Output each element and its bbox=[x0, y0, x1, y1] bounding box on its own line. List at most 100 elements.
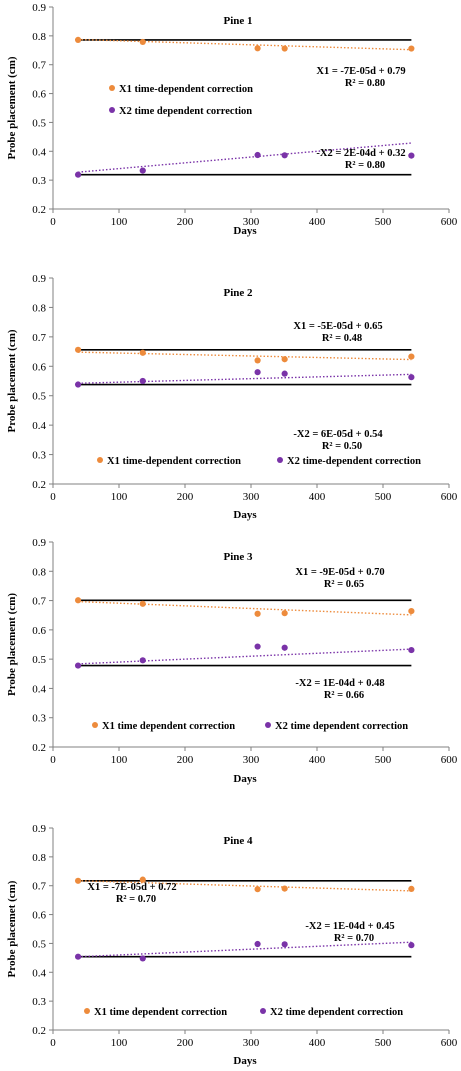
y-tick-label: 0.4 bbox=[32, 967, 46, 979]
chart-title: Pine 4 bbox=[223, 835, 253, 847]
y-tick-label: 0.8 bbox=[32, 566, 46, 578]
data-point-x1 bbox=[139, 38, 146, 46]
data-point-x1 bbox=[408, 353, 415, 360]
data-point-x2 bbox=[139, 657, 146, 664]
data-point-x2 bbox=[408, 374, 415, 381]
legend-label-x2: X2 time-dependent correction bbox=[287, 456, 421, 467]
data-point-x2 bbox=[254, 151, 261, 159]
trend-equation-x2: -X2 = 2E-04d + 0.32 bbox=[316, 148, 405, 159]
y-tick-label: 0.5 bbox=[32, 117, 46, 129]
data-point-x1 bbox=[281, 885, 288, 892]
data-point-x1 bbox=[254, 886, 261, 893]
data-point-x2 bbox=[408, 942, 415, 949]
trendline-x1 bbox=[78, 600, 412, 616]
data-point-x1 bbox=[281, 356, 288, 363]
trend-r2-x2: R² = 0.80 bbox=[345, 160, 385, 171]
data-point-x2 bbox=[139, 167, 146, 174]
x-tick-label: 600 bbox=[441, 491, 458, 503]
data-point-x1 bbox=[74, 36, 82, 43]
data-point-x2 bbox=[74, 381, 82, 388]
y-tick-label: 0.6 bbox=[32, 910, 46, 922]
y-axis-title: Probe placemet (cm) bbox=[6, 880, 18, 977]
y-tick-label: 0.9 bbox=[32, 273, 46, 285]
x-tick-label: 600 bbox=[441, 1037, 458, 1049]
x-tick-label: 0 bbox=[50, 754, 56, 766]
data-point-x1 bbox=[139, 876, 146, 883]
data-point-x2 bbox=[74, 953, 82, 960]
y-tick-label: 0.2 bbox=[32, 742, 46, 754]
trend-equation-x2: -X2 = 6E-05d + 0.54 bbox=[293, 429, 383, 440]
chart-pine-1: 0.2 0.3 0.4 0.5 0.6 0.7 0.8 0.9 0 100 200 300 400 500… bbox=[0, 0, 461, 268]
trendline-x2 bbox=[78, 941, 412, 958]
data-point-x2 bbox=[408, 646, 415, 654]
trend-r2-x1: R² = 0.70 bbox=[116, 894, 156, 905]
chart-pine-2: 0.2 0.3 0.4 0.5 0.6 0.7 0.8 0.9 0 100 200 300 400 500… bbox=[0, 268, 461, 536]
y-tick-label: 0.4 bbox=[32, 146, 46, 158]
y-axis-title: Probe placement (cm) bbox=[6, 593, 18, 696]
chart-title: Pine 1 bbox=[223, 15, 252, 27]
trendline-x1 bbox=[78, 880, 412, 892]
y-tick-label: 0.3 bbox=[32, 450, 46, 462]
data-point-x1 bbox=[408, 608, 415, 615]
x-tick-label: 500 bbox=[375, 754, 392, 766]
data-point-x1 bbox=[254, 610, 261, 617]
legend-marker-x1 bbox=[109, 85, 115, 91]
chart-pine-2-svg: 0.2 0.3 0.4 0.5 0.6 0.7 0.8 0.9 0 100 200 300 400 500… bbox=[6, 273, 458, 521]
x-tick-label: 100 bbox=[111, 1037, 128, 1049]
chart-pine-3: 0.2 0.3 0.4 0.5 0.6 0.7 0.8 0.9 0 100 200 300 400 500… bbox=[0, 536, 461, 804]
chart-pine-1-svg: 0.2 0.3 0.4 0.5 0.6 0.7 0.8 0.9 0 100 200 300 400 500… bbox=[6, 2, 458, 237]
x-tick-label: 600 bbox=[441, 754, 458, 766]
legend-label-x2: X2 time dependent correction bbox=[270, 1007, 403, 1018]
legend-marker-x1 bbox=[97, 457, 103, 463]
trend-r2-x2: R² = 0.70 bbox=[334, 933, 374, 944]
trend-equation-x1: X1 = -7E-05d + 0.72 bbox=[87, 882, 176, 893]
data-point-x2 bbox=[139, 955, 146, 962]
x-tick-label: 200 bbox=[177, 216, 194, 228]
y-tick-label: 0.9 bbox=[32, 823, 46, 835]
trendline-x2 bbox=[78, 648, 412, 665]
x-axis-title: Days bbox=[233, 1055, 257, 1067]
y-tick-label: 0.3 bbox=[32, 996, 46, 1008]
y-tick-label: 0.3 bbox=[32, 713, 46, 725]
y-tick-label: 0.9 bbox=[32, 2, 46, 14]
trend-r2-x2: R² = 0.66 bbox=[324, 690, 364, 701]
data-point-x1 bbox=[74, 597, 82, 604]
legend-marker-x1 bbox=[84, 1008, 90, 1014]
legend-label-x1: X1 time-dependent correction bbox=[107, 456, 241, 467]
trendline-x2 bbox=[78, 373, 412, 384]
y-tick-label: 0.5 bbox=[32, 938, 46, 950]
data-point-x1 bbox=[281, 610, 288, 617]
legend-marker-x2 bbox=[265, 722, 271, 728]
x-tick-label: 400 bbox=[309, 491, 326, 503]
y-tick-label: 0.8 bbox=[32, 302, 46, 314]
data-point-x2 bbox=[139, 377, 146, 385]
trend-equation-x1: X1 = -9E-05d + 0.70 bbox=[295, 567, 384, 578]
trend-r2-x1: R² = 0.48 bbox=[322, 333, 362, 344]
y-axis-title: Probe placement (cm) bbox=[6, 329, 18, 432]
x-tick-label: 0 bbox=[50, 491, 56, 503]
x-tick-label: 0 bbox=[50, 216, 56, 228]
legend-label-x2: X2 time dependent correction bbox=[119, 106, 252, 117]
x-tick-label: 400 bbox=[309, 754, 326, 766]
x-tick-label: 200 bbox=[177, 754, 194, 766]
chart-title: Pine 2 bbox=[223, 287, 253, 299]
data-point-x2 bbox=[281, 152, 288, 159]
y-axis-title: Probe placement (cm) bbox=[6, 56, 18, 159]
y-tick-label: 0.7 bbox=[32, 332, 46, 344]
data-point-x2 bbox=[281, 644, 288, 651]
x-tick-label: 300 bbox=[243, 216, 260, 228]
trend-equation-x2: -X2 = 1E-04d + 0.45 bbox=[305, 921, 394, 932]
x-tick-label: 400 bbox=[309, 1037, 326, 1049]
y-tick-label: 0.5 bbox=[32, 391, 46, 403]
x-tick-label: 200 bbox=[177, 1037, 194, 1049]
x-tick-label: 300 bbox=[243, 491, 260, 503]
chart-pine-4: 0.2 0.3 0.4 0.5 0.6 0.7 0.8 0.9 0 100 200 300 400 500… bbox=[0, 804, 461, 1071]
data-point-x2 bbox=[281, 941, 288, 948]
data-point-x1 bbox=[74, 877, 82, 884]
data-point-x1 bbox=[139, 600, 146, 607]
legend-label-x1: X1 time dependent correction bbox=[102, 721, 235, 732]
y-tick-label: 0.7 bbox=[32, 596, 46, 608]
data-point-x2 bbox=[281, 370, 288, 377]
data-point-x2 bbox=[254, 643, 261, 650]
data-point-x1 bbox=[139, 349, 146, 356]
